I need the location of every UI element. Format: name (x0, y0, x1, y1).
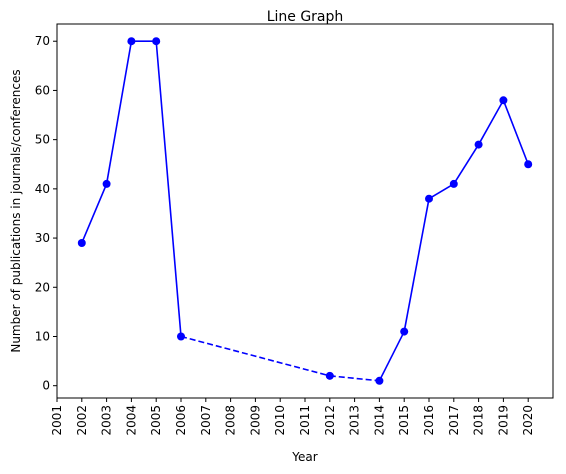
x-tick-label: 2015 (397, 405, 411, 436)
y-axis: 0 10 20 30 40 50 60 70 (35, 34, 57, 393)
x-tick-label: 2009 (248, 405, 262, 436)
plot-area-frame (56, 23, 554, 399)
data-point (400, 327, 409, 336)
series-line-segment (428, 183, 455, 200)
x-tick-label: 2019 (496, 405, 510, 436)
y-tick-label: 30 (35, 231, 50, 245)
chart-title: Line Graph (267, 9, 344, 25)
x-tick-label: 2005 (149, 405, 163, 436)
series-line-segment (329, 375, 380, 382)
x-tick-label: 2020 (521, 405, 535, 436)
x-tick-label: 2013 (348, 405, 362, 436)
series-line-segment (477, 99, 505, 145)
x-tick-label: 2008 (224, 405, 238, 436)
x-tick-label: 2001 (50, 405, 64, 436)
x-tick-label: 2006 (174, 405, 188, 436)
data-point (425, 194, 433, 203)
y-tick-label: 50 (35, 133, 50, 147)
series-line-segment (378, 331, 405, 382)
x-tick-label: 2011 (298, 405, 312, 436)
series-line-segment (453, 144, 480, 185)
data-point (152, 37, 161, 46)
series-line-segment (155, 41, 182, 337)
x-tick-label: 2010 (273, 405, 287, 436)
y-tick-label: 10 (35, 329, 50, 343)
x-tick-label: 2003 (100, 405, 114, 436)
data-point (524, 160, 533, 169)
y-tick-label: 70 (35, 34, 50, 48)
data-point (449, 179, 458, 188)
data-point (325, 371, 334, 380)
series-lines (81, 40, 529, 382)
series-line-segment (502, 99, 529, 165)
series-line-segment (81, 183, 108, 244)
data-point (77, 238, 86, 247)
x-tick-label: 2017 (447, 405, 461, 436)
series-line-segment (180, 335, 331, 377)
x-tick-label: 2002 (75, 405, 89, 436)
x-tick-label: 2018 (472, 405, 486, 436)
y-tick-label: 60 (35, 83, 50, 97)
y-tick-label: 0 (42, 379, 50, 393)
x-tick-label: 2004 (124, 405, 138, 436)
x-tick-label: 2012 (323, 405, 337, 436)
x-axis-title: Year (291, 450, 317, 464)
series-line-segment (105, 41, 133, 185)
data-point (375, 376, 384, 385)
x-tick-label: 2007 (199, 405, 213, 436)
series-points (77, 37, 533, 385)
data-point (177, 332, 185, 341)
series-line-segment (403, 198, 430, 332)
x-axis: 2001 2002 2003 2004 2005 2006 2007 2008 2009 2010… (50, 398, 535, 436)
y-tick-label: 40 (35, 182, 50, 196)
y-axis-title: Number of publications in journals/confe… (9, 69, 23, 352)
data-point (127, 37, 136, 46)
y-tick-label: 20 (35, 280, 50, 294)
data-point (474, 140, 483, 149)
data-point (102, 179, 111, 188)
x-tick-label: 2016 (422, 405, 436, 436)
x-tick-label: 2014 (372, 405, 386, 436)
data-point (499, 96, 508, 105)
